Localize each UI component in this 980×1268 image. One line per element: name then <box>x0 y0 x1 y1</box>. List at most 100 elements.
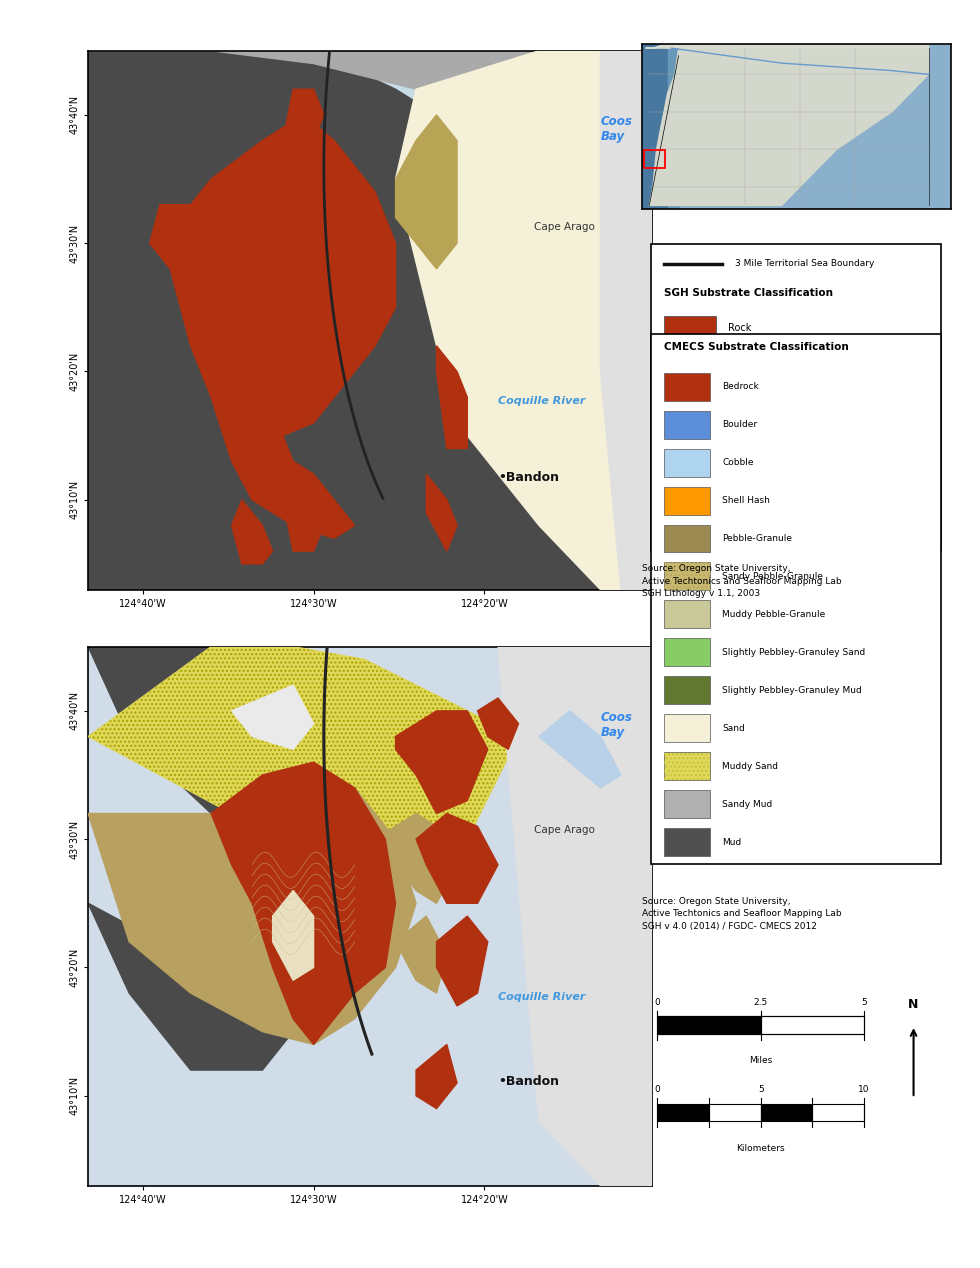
Text: Muddy Sand: Muddy Sand <box>722 762 778 771</box>
Text: 5: 5 <box>861 998 867 1007</box>
Text: Cobble: Cobble <box>722 458 754 467</box>
Text: Mix Sand/Gravel: Mix Sand/Gravel <box>728 429 808 439</box>
Text: Bedrock: Bedrock <box>722 382 759 392</box>
Polygon shape <box>426 474 457 552</box>
Polygon shape <box>642 44 667 209</box>
Polygon shape <box>88 51 652 590</box>
Text: Coquille River: Coquille River <box>498 992 585 1002</box>
Polygon shape <box>477 697 518 749</box>
Text: 5: 5 <box>758 1085 763 1094</box>
Text: SGH Substrate Classification: SGH Substrate Classification <box>663 288 832 298</box>
Polygon shape <box>416 1045 457 1108</box>
Text: 0: 0 <box>655 998 661 1007</box>
Text: Sandy Mud: Sandy Mud <box>722 800 772 809</box>
Polygon shape <box>436 917 488 1006</box>
Bar <box>644 150 665 169</box>
Text: Boulder: Boulder <box>722 420 758 429</box>
Bar <box>663 421 716 446</box>
Text: Kilometers: Kilometers <box>736 1144 785 1153</box>
Text: Sandy Pebble-Granule: Sandy Pebble-Granule <box>722 572 823 581</box>
Polygon shape <box>396 115 457 269</box>
Polygon shape <box>88 51 652 179</box>
Text: Mud: Mud <box>722 837 742 847</box>
Bar <box>663 421 716 446</box>
Text: •Bandon: •Bandon <box>498 470 559 483</box>
Bar <box>710 1104 760 1121</box>
Polygon shape <box>436 346 467 449</box>
Text: 10: 10 <box>858 1085 870 1094</box>
Bar <box>663 563 710 591</box>
Polygon shape <box>150 115 396 539</box>
Polygon shape <box>231 685 314 749</box>
Bar <box>663 411 710 439</box>
Bar <box>663 373 710 401</box>
Polygon shape <box>88 647 518 865</box>
Bar <box>663 790 710 818</box>
Text: Shell Hash: Shell Hash <box>722 496 770 505</box>
Bar <box>663 752 710 780</box>
Text: Coquille River: Coquille River <box>498 396 585 406</box>
Bar <box>663 487 710 515</box>
Text: Predicted Rock: Predicted Rock <box>728 359 801 368</box>
Polygon shape <box>646 44 929 48</box>
Text: 3 Mile Territorial Sea Boundary: 3 Mile Territorial Sea Boundary <box>735 259 874 268</box>
Bar <box>760 1017 864 1033</box>
Polygon shape <box>396 917 447 993</box>
Bar <box>812 1104 864 1121</box>
Bar <box>663 351 716 375</box>
Text: Sand: Sand <box>728 463 753 473</box>
Text: Cape Arago: Cape Arago <box>534 824 595 834</box>
Polygon shape <box>498 647 652 1186</box>
Text: Source: Oregon State University,
Active Techtonics and Seafloor Mapping Lab
SGH : Source: Oregon State University, Active … <box>642 896 842 931</box>
Polygon shape <box>601 51 652 590</box>
Bar <box>663 491 716 516</box>
Text: Miles: Miles <box>749 1056 772 1065</box>
Bar <box>663 752 710 780</box>
Polygon shape <box>88 647 652 1186</box>
Bar <box>658 1104 710 1121</box>
Text: 0: 0 <box>655 1085 661 1094</box>
Polygon shape <box>283 474 323 552</box>
Polygon shape <box>416 814 498 903</box>
Polygon shape <box>667 44 678 209</box>
Polygon shape <box>649 48 929 205</box>
Text: •Bandon: •Bandon <box>498 1075 559 1088</box>
Text: Pebble-Granule: Pebble-Granule <box>722 534 792 543</box>
Text: CMECS Substrate Classification: CMECS Substrate Classification <box>663 342 849 353</box>
FancyBboxPatch shape <box>651 333 942 864</box>
Text: Slightly Pebbley-Granuley Sand: Slightly Pebbley-Granuley Sand <box>722 648 865 657</box>
Polygon shape <box>211 762 396 1045</box>
Text: Muddy Pebble-Granule: Muddy Pebble-Granule <box>722 610 825 619</box>
Text: Gravel: Gravel <box>728 393 760 403</box>
Bar <box>663 676 710 704</box>
Text: Mud: Mud <box>728 533 750 543</box>
Bar <box>663 563 710 591</box>
Bar <box>663 638 710 666</box>
Bar <box>663 525 716 550</box>
Polygon shape <box>396 51 652 590</box>
Bar <box>760 1104 812 1121</box>
Text: N: N <box>908 998 918 1011</box>
Bar <box>663 449 710 477</box>
Bar <box>663 385 716 411</box>
Bar <box>663 351 716 375</box>
Text: Coos
Bay: Coos Bay <box>601 711 632 739</box>
Polygon shape <box>88 647 334 839</box>
Text: Coos
Bay: Coos Bay <box>601 115 632 143</box>
Polygon shape <box>231 500 272 564</box>
Bar <box>663 455 716 481</box>
Text: Rock: Rock <box>728 323 752 333</box>
Bar <box>658 1017 760 1033</box>
Polygon shape <box>88 775 416 1045</box>
Text: Cape Arago: Cape Arago <box>534 222 595 232</box>
Text: Slightly Pebbley-Granuley Mud: Slightly Pebbley-Granuley Mud <box>722 686 862 695</box>
Bar <box>663 525 710 553</box>
Polygon shape <box>88 903 293 1070</box>
Text: Sand/Mud: Sand/Mud <box>728 498 777 508</box>
Polygon shape <box>539 711 621 787</box>
FancyBboxPatch shape <box>651 245 942 552</box>
Bar <box>663 828 710 856</box>
Bar <box>663 316 716 341</box>
Bar <box>663 714 710 742</box>
Polygon shape <box>272 890 314 980</box>
